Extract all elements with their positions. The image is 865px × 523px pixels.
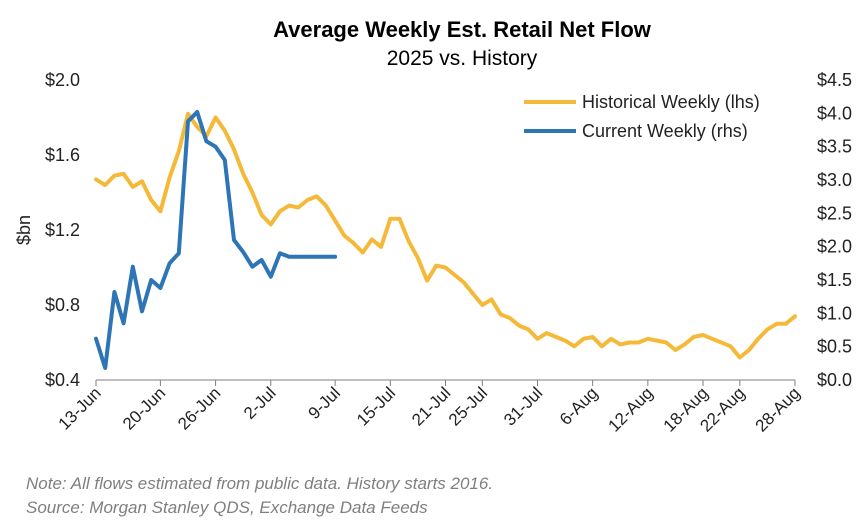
x-tick-label: 21-Jul [408,383,454,429]
x-tick-label: 9-Jul [304,383,343,422]
x-tick-label: 25-Jul [445,383,491,429]
left-tick-label: $1.6 [45,145,80,165]
legend-label-current: Current Weekly (rhs) [582,121,748,141]
left-tick-label: $0.8 [45,295,80,315]
series-layer [94,110,797,370]
chart-source: Source: Morgan Stanley QDS, Exchange Dat… [26,498,428,517]
right-tick-label: $2.0 [817,237,852,257]
left-tick-label: $2.0 [45,70,80,90]
x-tick-label: 12-Aug [604,383,656,435]
right-tick-label: $1.0 [817,303,852,323]
x-tick-label: 31-Jul [500,383,546,429]
x-tick-label: 20-Jun [119,383,169,433]
legend-label-historical: Historical Weekly (lhs) [582,92,760,112]
x-tick-label: 2-Jul [240,383,279,422]
right-tick-label: $3.5 [817,137,852,157]
right-tick-label: $4.0 [817,103,852,123]
series-line-current [94,110,338,370]
right-tick-label: $0.0 [817,370,852,390]
right-tick-label: $2.5 [817,203,852,223]
chart-subtitle: 2025 vs. History [387,47,538,70]
x-tick-label: 15-Jul [353,383,399,429]
x-tick-label: 26-Jun [174,383,224,433]
legend: Historical Weekly (lhs) Current Weekly (… [524,92,760,141]
series-line-historical [94,111,797,360]
left-axis-ticks: $2.0 $1.6 $1.2 $0.8 $0.4 [45,70,80,390]
right-tick-label: $3.0 [817,170,852,190]
y-axis-label: $bn [14,215,34,245]
x-axis: 13-Jun 20-Jun 26-Jun 2-Jul 9-Jul 15-Jul 21-Jul… [55,379,804,436]
x-tick-label: 6-Aug [556,383,602,429]
chart-note: Note: All flows estimated from public da… [26,474,493,493]
left-tick-label: $0.4 [45,370,80,390]
right-tick-label: $1.5 [817,270,852,290]
right-axis-ticks: $4.5 $4.0 $3.5 $3.0 $2.5 $2.0 $1.5 $1.0 $0.5 $0.0 [817,70,852,390]
x-tick-label: 13-Jun [55,383,105,433]
right-tick-label: $0.5 [817,337,852,357]
chart-title: Average Weekly Est. Retail Net Flow [273,17,652,42]
left-tick-label: $1.2 [45,220,80,240]
right-tick-label: $4.5 [817,70,852,90]
x-tick-label: 28-Aug [752,383,804,435]
